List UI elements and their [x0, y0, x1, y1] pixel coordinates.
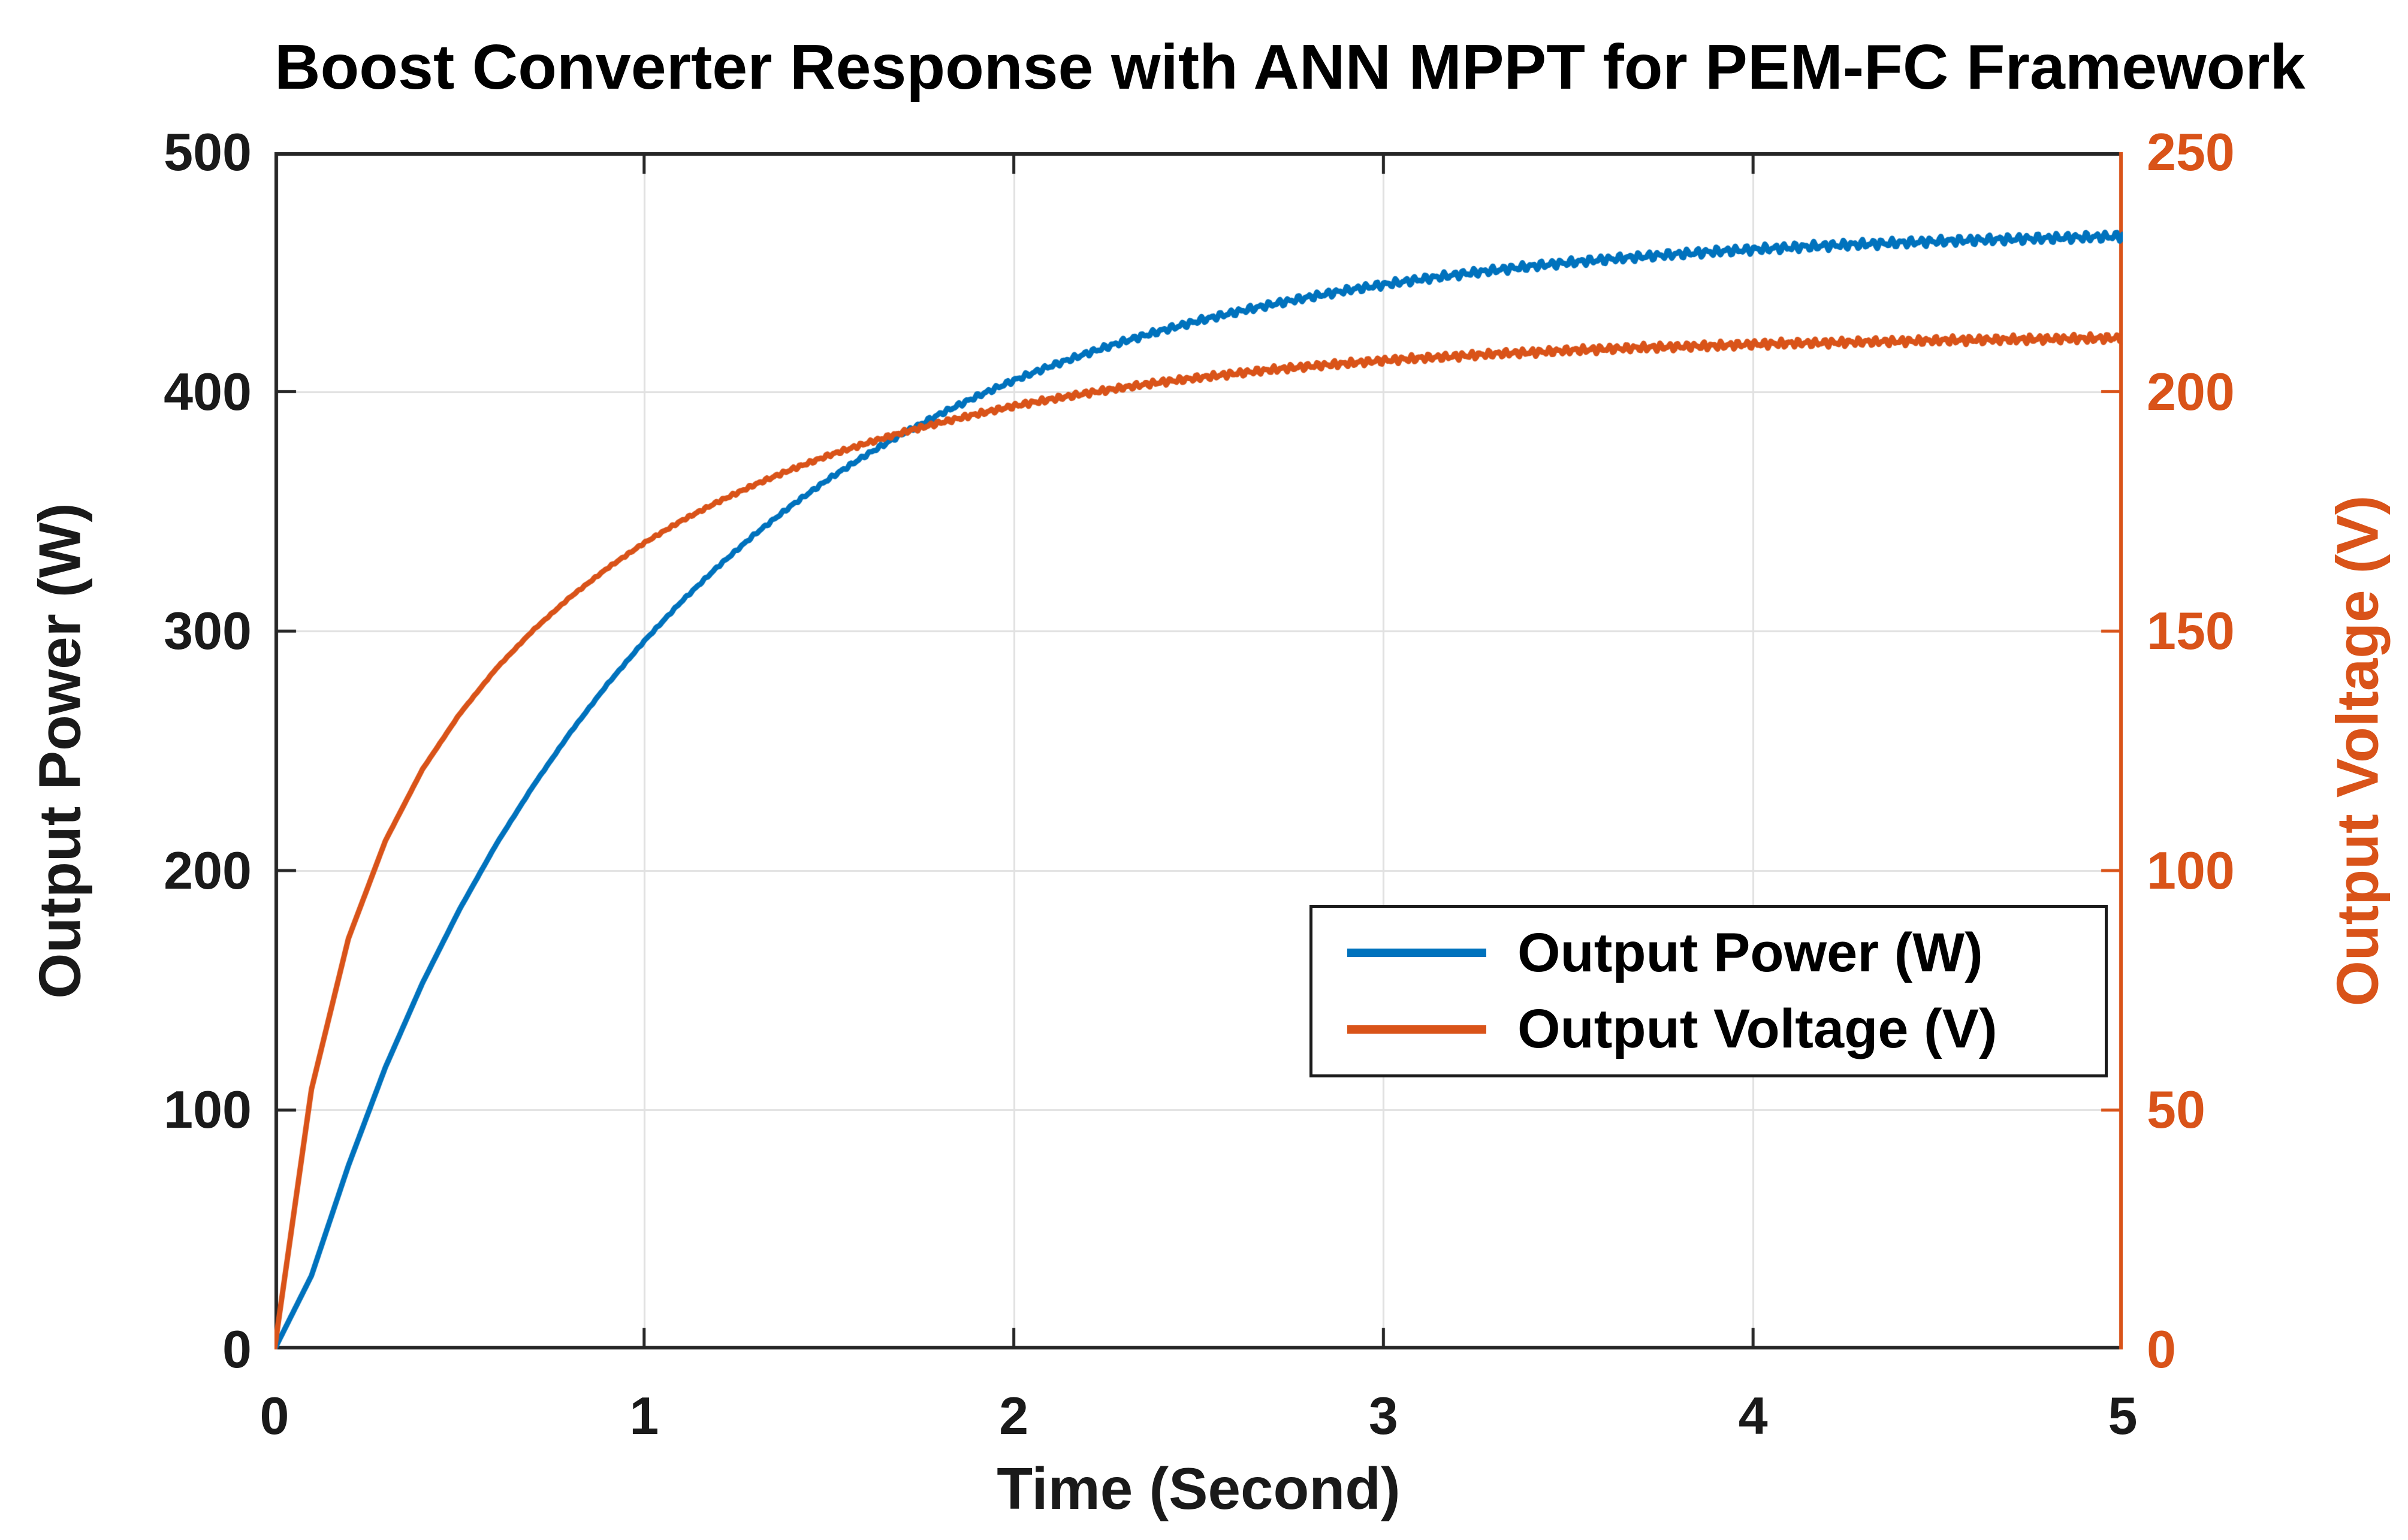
y-tick-r-label: 250	[2147, 122, 2235, 182]
x-tick-label: 4	[1738, 1386, 1768, 1445]
x-tick-label: 2	[999, 1386, 1029, 1445]
y-tick-r-label: 100	[2147, 840, 2235, 900]
y-tick-label: 100	[164, 1080, 252, 1140]
legend-label-output-power: Output Power (W)	[1517, 922, 1983, 983]
chart-title: Boost Converter Response with ANN MPPT f…	[274, 32, 2306, 102]
plot-area	[274, 152, 2123, 1349]
x-tick-label: 1	[629, 1386, 659, 1445]
y-tick-r-label: 150	[2147, 601, 2235, 661]
power-line-swatch	[1347, 949, 1486, 958]
x-tick-label: 0	[259, 1386, 289, 1445]
y-tick-label: 200	[164, 840, 252, 900]
y-tick-label: 0	[222, 1319, 252, 1379]
legend-item-output-voltage: Output Voltage (V)	[1347, 998, 2105, 1061]
left-axis-tick-labels: 0 100 200 300 400 500	[0, 122, 252, 1379]
y-tick-r-label: 200	[2147, 361, 2235, 421]
right-axis-tick-labels: 0 50 100 150 200 250	[2147, 122, 2404, 1379]
legend: Output Power (W) Output Voltage (V)	[1309, 905, 2108, 1077]
legend-label-output-voltage: Output Voltage (V)	[1517, 998, 1997, 1060]
x-tick-label: 3	[1368, 1386, 1398, 1445]
y-tick-label: 400	[164, 361, 252, 421]
y-tick-r-label: 0	[2147, 1319, 2176, 1379]
legend-item-output-power: Output Power (W)	[1347, 922, 2105, 985]
y-tick-label: 300	[164, 601, 252, 661]
x-axis-tick-labels: 0 1 2 3 4 5	[260, 1351, 2138, 1470]
y-tick-label: 500	[164, 122, 252, 182]
x-tick-label: 5	[2108, 1386, 2138, 1445]
voltage-line-swatch	[1347, 1025, 1486, 1034]
x-axis-label: Time (Second)	[997, 1456, 1401, 1521]
y-tick-r-label: 50	[2147, 1080, 2205, 1140]
